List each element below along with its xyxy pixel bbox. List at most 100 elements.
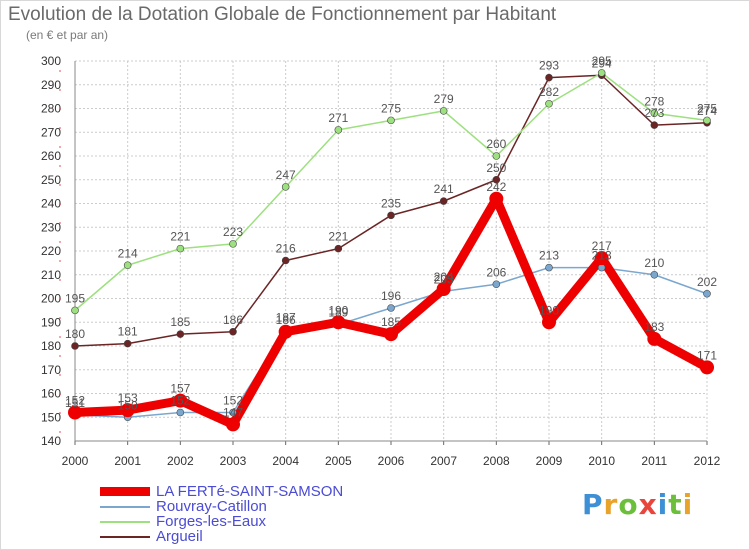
data-label: 278 (644, 94, 664, 108)
data-label: 187 (276, 310, 296, 324)
data-label: 203 (434, 272, 454, 286)
data-point (281, 183, 290, 191)
data-label: 223 (223, 225, 243, 239)
legend-item: Rouvray-Catillon (100, 499, 343, 514)
data-label: 147 (223, 405, 243, 419)
data-point (647, 331, 662, 346)
proxiti-logo: Proxiti (582, 488, 693, 521)
data-point (331, 315, 346, 330)
data-label: 183 (644, 320, 664, 334)
chart-legend: LA FERTé-SAINT-SAMSON Rouvray-Catillon For… (100, 484, 343, 544)
data-point (71, 306, 79, 315)
y-tick-label: 190 (41, 315, 61, 329)
data-point (123, 339, 132, 348)
data-label: 180 (65, 327, 85, 341)
data-point (650, 121, 659, 129)
data-point (278, 324, 293, 339)
logo-letter: x (638, 488, 658, 521)
x-tick-label: 2004 (272, 454, 299, 468)
data-label: 271 (328, 111, 348, 125)
y-tick-label: 290 (41, 78, 61, 92)
data-label: 282 (539, 85, 559, 99)
data-point (545, 263, 553, 272)
logo-letter: o (618, 488, 639, 521)
data-point (229, 327, 237, 336)
data-label: 293 (539, 59, 559, 73)
data-point (176, 408, 185, 417)
y-tick-label: 270 (41, 125, 61, 139)
data-label: 206 (486, 265, 506, 279)
x-tick-label: 2005 (325, 454, 352, 468)
y-tick-label: 240 (41, 197, 61, 211)
legend-swatch (100, 505, 150, 508)
y-tick-label: 180 (41, 339, 61, 353)
data-point (700, 360, 714, 375)
data-point (387, 304, 395, 312)
data-label: 241 (434, 182, 454, 196)
data-point (545, 99, 553, 108)
y-tick-label: 300 (41, 54, 61, 68)
data-label: 157 (170, 382, 190, 396)
chart-title: Evolution de la Dotation Globale de Fonc… (8, 4, 557, 25)
data-point (545, 73, 553, 82)
data-label: 152 (170, 394, 190, 408)
y-tick-label: 260 (41, 149, 61, 163)
legend-swatch (100, 487, 150, 496)
y-tick-label: 280 (41, 102, 61, 116)
x-tick-label: 2008 (483, 454, 510, 468)
data-label: 186 (223, 313, 243, 327)
data-point (597, 69, 606, 77)
data-point (492, 152, 501, 160)
data-label: 189 (328, 306, 348, 320)
chart-subtitle: (en € et par an) (26, 28, 109, 42)
data-label: 185 (381, 315, 401, 329)
data-label: 275 (381, 101, 401, 115)
data-label: 250 (486, 161, 506, 175)
data-point (176, 330, 185, 338)
x-tick-label: 2001 (114, 454, 141, 468)
data-label: 196 (381, 289, 401, 303)
y-tick-label: 170 (41, 363, 61, 377)
data-label: 152 (65, 394, 85, 408)
data-point (384, 327, 398, 342)
data-label: 235 (381, 196, 401, 210)
logo-letter: P (582, 488, 604, 521)
data-label: 190 (539, 303, 559, 317)
data-point (334, 244, 343, 253)
data-point (387, 116, 395, 125)
data-label: 214 (118, 246, 138, 260)
data-point (387, 211, 395, 220)
data-point (226, 417, 240, 432)
legend-label: Argueil (156, 528, 203, 545)
data-point (68, 405, 82, 420)
y-tick-label: 230 (41, 220, 61, 234)
y-tick-label: 160 (41, 387, 61, 401)
data-label: 186 (276, 313, 296, 327)
data-point (650, 270, 659, 279)
data-label: 247 (276, 168, 296, 182)
data-point (650, 109, 659, 118)
legend-item: Forges-les-Eaux (100, 514, 343, 529)
x-tick-label: 2012 (694, 454, 721, 468)
data-point (703, 289, 711, 298)
data-label: 213 (592, 249, 612, 263)
y-tick-label: 200 (41, 292, 61, 306)
x-tick-label: 2006 (378, 454, 405, 468)
x-tick-label: 2000 (62, 454, 89, 468)
y-tick-label: 220 (41, 244, 61, 258)
legend-label: Rouvray-Catillon (156, 498, 267, 515)
x-tick-label: 2007 (430, 454, 457, 468)
data-label: 202 (697, 275, 717, 289)
y-tick-label: 250 (41, 173, 61, 187)
data-label: 151 (65, 396, 85, 410)
data-label: 274 (697, 104, 717, 118)
logo-letter: r (603, 488, 619, 521)
legend-label: Forges-les-Eaux (156, 513, 267, 530)
data-label: 204 (434, 270, 454, 284)
data-label: 295 (592, 54, 612, 68)
data-point (120, 403, 135, 418)
data-label: 294 (592, 56, 612, 70)
data-point (703, 116, 711, 125)
data-label: 195 (65, 291, 85, 305)
data-label: 221 (170, 230, 190, 244)
